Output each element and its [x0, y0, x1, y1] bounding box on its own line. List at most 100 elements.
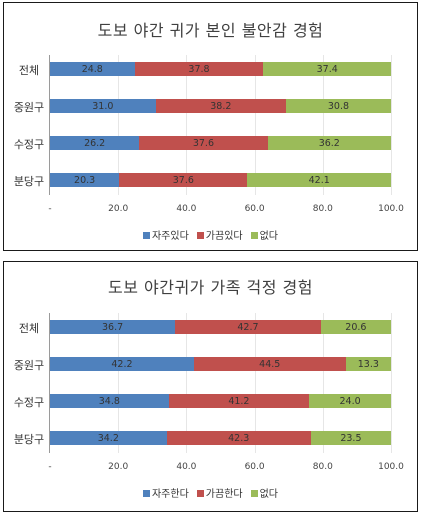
bar-segment: 23.5 — [310, 431, 391, 445]
x-tick-label: 100.0 — [378, 204, 404, 214]
bar-segment: 37.8 — [134, 62, 264, 76]
gridline — [391, 55, 392, 195]
chart-panel-night-anxiety: 도보 야간 귀가 본인 불안감 경험 전체 24.8 37.8 37.4 중원구 31.0… — [3, 2, 418, 251]
legend-label: 가끔있다 — [205, 231, 243, 242]
legend-swatch — [142, 232, 150, 239]
legend-item: 자주한다 — [142, 485, 189, 500]
legend-item: 가끔한다 — [196, 485, 243, 500]
bar-segment: 42.1 — [247, 173, 391, 187]
legend-label: 자주있다 — [151, 231, 189, 242]
bar-segment: 42.7 — [175, 320, 321, 334]
legend-swatch — [196, 232, 204, 239]
bar-segment: 42.3 — [166, 431, 311, 445]
bar-segment: 41.2 — [168, 394, 310, 408]
y-axis-line — [49, 313, 50, 453]
data-label: 24.0 — [339, 396, 361, 407]
bar-segment: 24.0 — [309, 394, 391, 408]
legend-label: 없다 — [259, 231, 279, 242]
data-label: 36.2 — [318, 138, 340, 149]
category-label: 수정구 — [13, 138, 45, 151]
data-label: 30.8 — [327, 101, 350, 112]
data-label: 31.0 — [92, 101, 114, 112]
gridline — [118, 313, 120, 453]
x-tick-label: 100.0 — [378, 462, 404, 472]
data-label: 23.5 — [340, 433, 362, 444]
x-tick-label: - — [48, 462, 52, 472]
bar-segment: 37.4 — [263, 62, 391, 76]
legend: 자주한다 가끔한다 없다 — [4, 485, 417, 500]
data-label: 41.2 — [228, 396, 250, 407]
category-label: 중원구 — [13, 101, 45, 114]
legend-label: 없다 — [259, 489, 279, 500]
legend-label: 자주한다 — [151, 489, 189, 500]
chart-title: 도보 야간귀가 가족 걱정 경험 — [108, 278, 313, 297]
category-label: 전체 — [18, 322, 40, 335]
category-label: 수정구 — [13, 396, 45, 409]
data-label: 34.2 — [97, 433, 119, 444]
data-label: 13.3 — [357, 359, 379, 370]
legend-swatch — [250, 232, 258, 239]
x-tick-label: 20.0 — [108, 204, 129, 214]
data-label: 42.3 — [228, 433, 250, 444]
data-label: 20.3 — [74, 175, 96, 186]
category-label: 분당구 — [13, 175, 45, 188]
bar-segment: 20.3 — [50, 173, 120, 187]
legend-item: 자주있다 — [142, 227, 189, 242]
data-label: 24.8 — [81, 64, 103, 75]
x-tick-label: 20.0 — [108, 462, 129, 472]
data-label: 20.6 — [345, 322, 367, 333]
data-label: 37.8 — [188, 64, 210, 75]
x-tick-label: 40.0 — [176, 204, 197, 214]
category-label: 전체 — [18, 64, 40, 77]
bar-segment: 37.6 — [119, 173, 248, 187]
bar-segment: 20.6 — [320, 320, 391, 334]
data-label: 37.4 — [316, 64, 338, 75]
legend: 자주있다 가끔있다 없다 — [4, 227, 417, 242]
bar-segment: 31.0 — [50, 99, 156, 113]
data-label: 38.2 — [210, 101, 232, 112]
data-label: 37.6 — [192, 138, 214, 149]
gridline — [118, 55, 120, 195]
legend-item: 없다 — [250, 485, 279, 500]
x-tick-label: 80.0 — [312, 204, 333, 214]
gridline — [254, 313, 256, 453]
bar-segment: 26.2 — [50, 136, 140, 150]
x-tick-label: 60.0 — [244, 204, 265, 214]
bar-segment: 34.8 — [50, 394, 169, 408]
legend-swatch — [250, 490, 258, 497]
bar-segment: 30.8 — [285, 99, 391, 113]
bar-segment: 44.5 — [193, 357, 346, 371]
data-label: 36.7 — [101, 322, 124, 333]
data-label: 42.2 — [111, 359, 133, 370]
data-label: 42.7 — [237, 322, 259, 333]
legend-swatch — [142, 490, 150, 497]
gridline — [186, 313, 188, 453]
gridline — [322, 313, 324, 453]
bar-segment: 34.2 — [50, 431, 167, 445]
data-label: 37.6 — [172, 175, 194, 186]
legend-label: 가끔한다 — [205, 489, 243, 500]
legend-swatch — [196, 490, 204, 497]
bar-segment: 13.3 — [345, 357, 391, 371]
x-tick-label: 60.0 — [244, 462, 265, 472]
gridline — [186, 55, 188, 195]
x-tick-label: 80.0 — [312, 462, 333, 472]
bar-segment: 36.2 — [267, 136, 391, 150]
chart-title: 도보 야간 귀가 본인 불안감 경험 — [97, 21, 324, 40]
bar-segment: 24.8 — [50, 62, 135, 76]
data-label: 34.8 — [98, 396, 120, 407]
data-label: 44.5 — [259, 359, 281, 370]
x-tick-label: 40.0 — [176, 462, 197, 472]
data-label: 42.1 — [308, 175, 330, 186]
y-axis-line — [49, 55, 50, 195]
legend-item: 없다 — [250, 227, 279, 242]
category-label: 중원구 — [13, 359, 45, 372]
gridline — [391, 313, 392, 453]
bar-segment: 42.2 — [50, 357, 194, 371]
legend-item: 가끔있다 — [196, 227, 243, 242]
x-tick-label: - — [48, 204, 52, 214]
bar-segment: 37.6 — [139, 136, 268, 150]
gridline — [254, 55, 256, 195]
category-label: 분당구 — [13, 433, 45, 446]
bar-segment: 36.7 — [50, 320, 176, 334]
